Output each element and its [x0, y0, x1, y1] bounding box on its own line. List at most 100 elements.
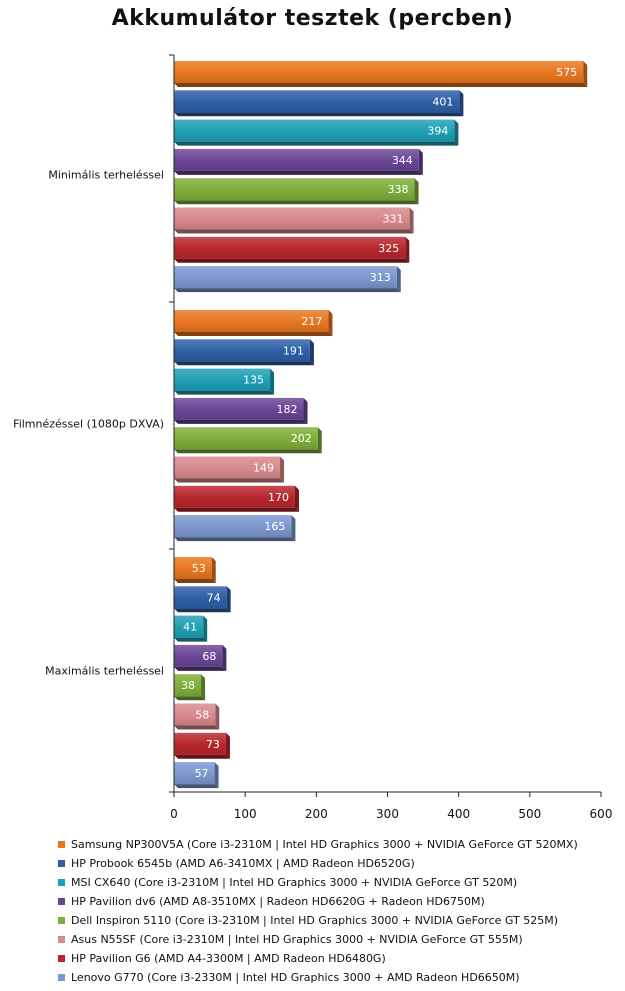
bar-side	[459, 90, 464, 117]
bar	[174, 61, 588, 87]
legend-swatch	[58, 936, 65, 943]
bar-bottom	[174, 200, 419, 205]
bar-face	[174, 119, 455, 142]
x-tick-label: 300	[376, 807, 399, 821]
bar-side	[396, 266, 401, 293]
data-label: 202	[291, 432, 312, 445]
legend-swatch	[58, 974, 65, 981]
bar-chart: 575 401 394 344 338 331 325 313 217 191 135 182 202 1…	[13, 54, 613, 821]
bar-face	[174, 61, 584, 83]
bar-bottom	[174, 141, 459, 146]
bar-bottom	[174, 784, 219, 789]
legend-item: Samsung NP300V5A (Core i3-2310M | Intel …	[58, 835, 578, 854]
x-tick-label: 0	[170, 807, 178, 821]
bar	[174, 119, 459, 146]
bar-face	[174, 615, 204, 638]
bar	[174, 397, 308, 424]
bar-side	[309, 339, 314, 366]
bar-bottom	[174, 754, 230, 759]
bar	[174, 427, 322, 454]
bar-side	[211, 557, 216, 583]
legend-swatch	[58, 841, 65, 848]
bar-side	[414, 178, 419, 205]
bar-face	[174, 178, 415, 201]
chart-title: Akkumulátor tesztek (percben)	[111, 6, 514, 31]
bar-side	[294, 485, 299, 512]
bar-face	[174, 236, 406, 259]
legend-swatch	[58, 860, 65, 867]
bar-face	[174, 456, 281, 479]
bar-side	[225, 732, 230, 759]
legend-label: Lenovo G770 (Core i3-2330M | Intel HD Gr…	[71, 971, 520, 984]
legend-item: Lenovo G770 (Core i3-2330M | Intel HD Gr…	[58, 968, 578, 987]
bar-side	[280, 456, 285, 483]
data-label: 74	[207, 591, 221, 604]
legend-item: Asus N55SF (Core i3-2310M | Intel HD Gra…	[58, 930, 578, 949]
bar-bottom	[174, 637, 208, 642]
data-label: 68	[202, 650, 216, 663]
bar-face	[174, 148, 419, 171]
data-label: 217	[301, 315, 322, 328]
bar-face	[174, 674, 202, 697]
bar-face	[174, 90, 460, 113]
data-label: 325	[378, 242, 399, 255]
bar-face	[174, 732, 226, 755]
bar-bottom	[174, 507, 299, 512]
bar-side	[317, 427, 322, 454]
bar	[174, 615, 208, 642]
data-label: 58	[195, 709, 209, 722]
bar	[174, 732, 230, 759]
bar	[174, 515, 296, 542]
bar-bottom	[174, 449, 322, 454]
bar-side	[454, 119, 459, 146]
data-label: 331	[383, 213, 404, 226]
bar-side	[583, 61, 588, 87]
bar-bottom	[174, 112, 464, 117]
bar	[174, 339, 314, 366]
bar-bottom	[174, 608, 231, 613]
bar-face	[174, 266, 397, 289]
x-tick-label: 100	[234, 807, 257, 821]
bar-face	[174, 427, 318, 450]
bar-side	[215, 703, 220, 730]
bar-side	[201, 674, 206, 701]
data-label: 401	[432, 95, 453, 108]
bar-face	[174, 515, 292, 538]
bar-bottom	[174, 390, 275, 395]
bar-side	[303, 397, 308, 424]
bar-bottom	[174, 478, 285, 483]
bar-side	[418, 148, 423, 175]
bar	[174, 310, 333, 336]
bar-side	[409, 207, 414, 234]
bar-face	[174, 485, 295, 508]
bar	[174, 178, 419, 205]
legend-label: Asus N55SF (Core i3-2310M | Intel HD Gra…	[71, 933, 523, 946]
category-label: Filmnézéssel (1080p DXVA)	[13, 418, 164, 431]
bar-side	[222, 644, 227, 671]
data-label: 191	[283, 344, 304, 357]
bar-bottom	[174, 332, 333, 336]
data-label: 394	[427, 125, 448, 138]
bar	[174, 207, 414, 234]
legend-swatch	[58, 879, 65, 886]
legend-label: HP Probook 6545b (AMD A6-3410MX | AMD Ra…	[71, 857, 415, 870]
legend-label: HP Pavilion dv6 (AMD A8-3510MX | Radeon …	[71, 895, 485, 908]
bar	[174, 90, 464, 117]
bar-bottom	[174, 725, 220, 730]
bar-bottom	[174, 666, 227, 671]
bar-face	[174, 310, 329, 332]
data-label: 38	[181, 679, 195, 692]
x-tick-label: 600	[590, 807, 613, 821]
category-label: Maximális terheléssel	[45, 665, 164, 678]
bar	[174, 485, 299, 512]
data-label: 149	[253, 462, 274, 475]
bar	[174, 456, 285, 483]
bar-side	[291, 515, 296, 542]
legend-swatch	[58, 898, 65, 905]
bar	[174, 586, 231, 613]
bar-bottom	[174, 696, 206, 701]
bar	[174, 644, 227, 671]
bar-face	[174, 368, 271, 391]
bar-side	[214, 762, 219, 789]
bar-side	[405, 236, 410, 263]
